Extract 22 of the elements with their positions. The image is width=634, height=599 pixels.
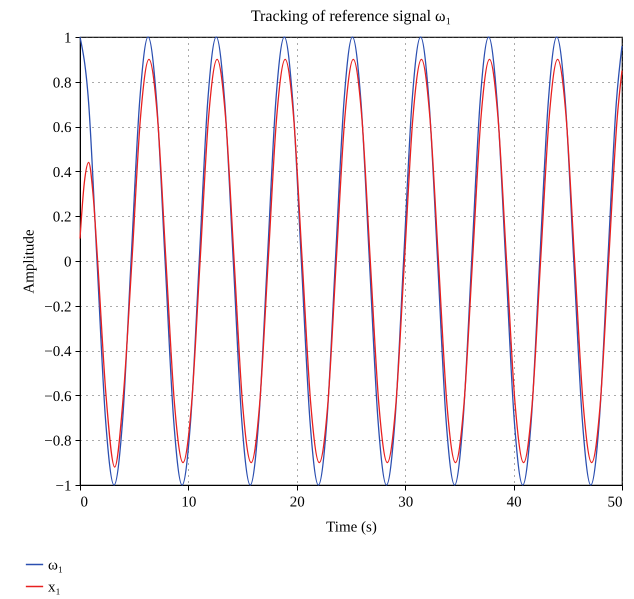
y-tick-label: 0.4: [52, 164, 72, 181]
y-tick-label: 0.8: [52, 75, 72, 92]
x-tick-label: 10: [181, 494, 196, 510]
y-tick-label: −0.4: [44, 344, 72, 360]
y-tick-label: −0.8: [44, 434, 72, 450]
y-tick-label: −0.2: [44, 299, 72, 316]
y-tick-label: −0.6: [44, 388, 72, 405]
x-tick-label: 0: [80, 494, 88, 510]
x-tick-label: 30: [398, 494, 414, 510]
x-axis-title: Time (s): [326, 520, 377, 536]
y-axis-title: Amplitude: [21, 229, 38, 294]
y-tick-label: 0.6: [52, 120, 72, 136]
y-tick-label: −1: [56, 478, 72, 494]
x-tick-label: 40: [506, 494, 522, 510]
chart-title: Tracking of reference signal ω₁: [250, 8, 452, 25]
y-tick-label: 0.2: [52, 210, 72, 226]
x-tick-label: 50: [608, 494, 622, 510]
y-tick-label: 1: [64, 30, 72, 46]
legend-label: ω₁: [48, 558, 64, 574]
x-tick-label: 20: [290, 494, 305, 510]
y-tick-label: 0: [64, 254, 72, 270]
legend-label: x₁: [48, 580, 61, 596]
